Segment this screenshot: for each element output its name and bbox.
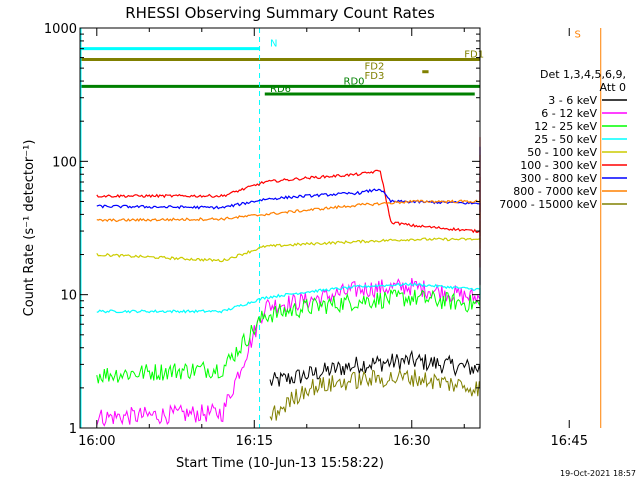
y-tick-label: 10: [60, 289, 77, 304]
plot-frame: [79, 27, 481, 429]
legend-label-6-12-kev: 6 - 12 keV: [541, 107, 597, 120]
legend-label-50-100-kev: 50 - 100 keV: [527, 146, 597, 159]
flag-label-n: N: [270, 39, 277, 50]
legend-label-7000-15000-kev: 7000 - 15000 keV: [499, 198, 597, 211]
flag-label-s: S: [574, 29, 580, 40]
y-tick-label: 100: [52, 155, 77, 170]
flag-label-fd3: FD3: [365, 71, 385, 82]
flag-label-fd1: FD1: [464, 50, 484, 61]
y-tick-label: 1: [69, 422, 77, 437]
x-tick-label: 16:15: [236, 434, 273, 449]
legend-header-line-1: Det 1,3,4,5,6,9,: [540, 68, 626, 81]
flag-label-rd0: RD0: [344, 76, 365, 87]
chart-title: RHESSI Observing Summary Count Rates: [125, 4, 435, 22]
footer-timestamp: 19-Oct-2021 18:57: [560, 469, 636, 478]
x-tick-label: 16:45: [551, 434, 588, 449]
legend-header-line-2: Att 0: [600, 81, 626, 94]
y-axis-label: Count Rate (s⁻¹ detector⁻¹): [22, 140, 37, 317]
flag-label-rd6: RD6: [270, 84, 291, 95]
legend-label-800-7000-kev: 800 - 7000 keV: [513, 185, 597, 198]
legend-label-300-800-kev: 300 - 800 keV: [520, 172, 597, 185]
x-tick-label: 16:30: [393, 434, 430, 449]
flag-label-fd2: FD2: [365, 62, 385, 73]
y-axis-ticks: 1 10 100 1000: [44, 22, 480, 437]
y-tick-label: 1000: [44, 22, 77, 37]
vertical-markers: [80, 28, 602, 428]
x-tick-label: 16:00: [78, 434, 115, 449]
legend-label-3-6-kev: 3 - 6 keV: [548, 94, 597, 107]
x-axis-label: Start Time (10-Jun-13 15:58:22): [176, 456, 384, 471]
legend-label-12-25-kev: 12 - 25 keV: [534, 120, 597, 133]
legend-label-100-300-kev: 100 - 300 keV: [520, 159, 597, 172]
legend-label-25-50-kev: 25 - 50 keV: [534, 133, 597, 146]
